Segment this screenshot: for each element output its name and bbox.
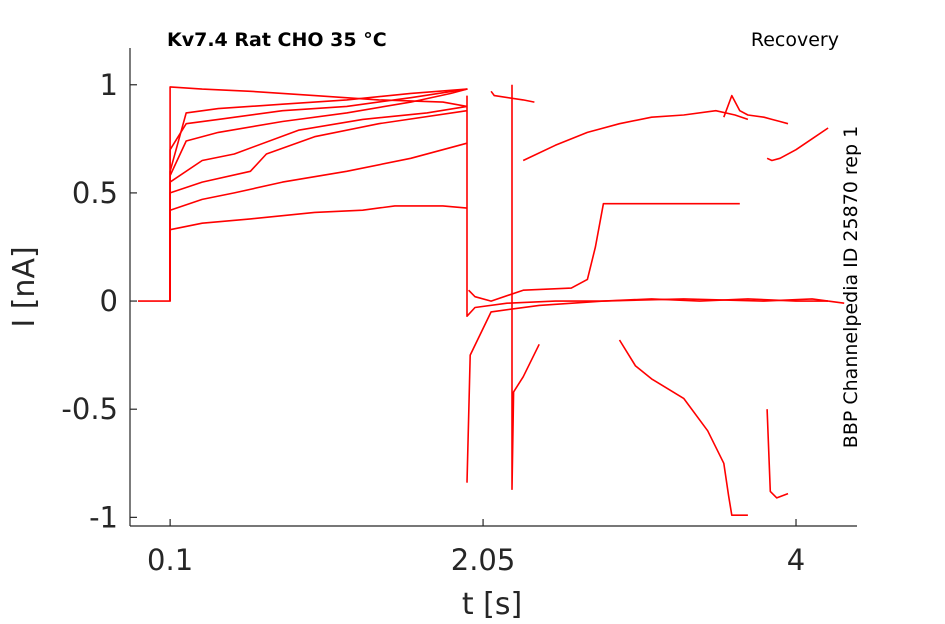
y-tick-label: 0.5 xyxy=(72,176,118,210)
current-trace xyxy=(522,109,749,162)
current-trace xyxy=(466,298,829,483)
current-trace xyxy=(169,105,468,302)
x-tick-label: 4 xyxy=(787,543,805,577)
y-tick-label: -1 xyxy=(89,500,118,534)
current-trace xyxy=(169,86,468,302)
y-tick-label: -0.5 xyxy=(61,392,118,426)
chart-title: Kv7.4 Rat CHO 35 °C xyxy=(167,29,387,51)
protocol-label: Recovery xyxy=(751,29,839,51)
current-trace xyxy=(169,205,468,302)
current-trace xyxy=(723,94,789,125)
y-tick-label: 0 xyxy=(100,284,118,318)
current-trace xyxy=(466,95,829,317)
current-trace xyxy=(169,109,468,302)
traces xyxy=(138,84,845,516)
x-tick-label: 2.05 xyxy=(451,543,516,577)
current-trace xyxy=(766,127,829,162)
current-trace xyxy=(766,409,789,499)
current-trace xyxy=(468,202,740,302)
current-trace xyxy=(169,88,468,302)
current-trace xyxy=(490,90,535,103)
current-trace xyxy=(511,84,540,490)
current-trace xyxy=(138,88,468,302)
x-tick-label: 0.1 xyxy=(147,543,193,577)
side-label: BBP Channelpedia ID 25870 rep 1 xyxy=(840,126,862,448)
x-axis-label: t [s] xyxy=(462,587,522,622)
y-axis-label: I [nA] xyxy=(7,246,42,327)
axes: 0.1 2.05 4 1 0.5 0 -0.5 -1 xyxy=(61,48,857,577)
y-tick-label: 1 xyxy=(100,68,118,102)
plot-area xyxy=(138,84,845,516)
current-trace xyxy=(169,142,468,302)
current-trace xyxy=(618,339,748,516)
current-trace xyxy=(827,300,845,304)
